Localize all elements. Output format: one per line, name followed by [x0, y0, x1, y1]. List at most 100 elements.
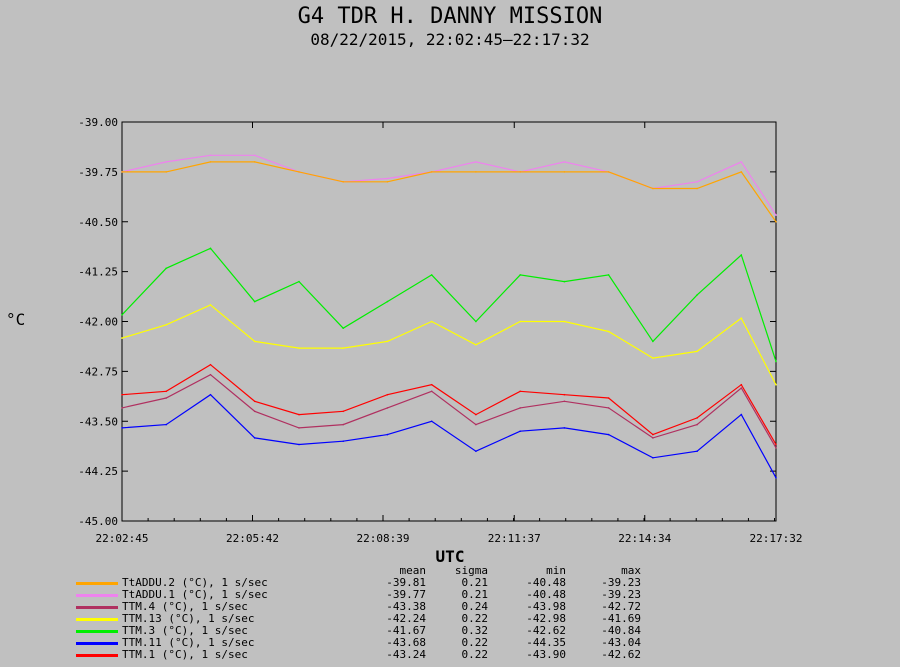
series-point: [253, 340, 256, 343]
stats-mean-value: -39.81: [386, 576, 426, 589]
series-point: [430, 390, 433, 393]
x-tick-label: 22:02:45: [96, 532, 149, 545]
series-point: [652, 187, 654, 190]
series-point: [342, 327, 345, 330]
x-tick-label: 22:08:39: [357, 532, 410, 545]
y-tick-label: -44.25: [78, 465, 118, 478]
series-point: [298, 427, 300, 429]
series-point: [563, 393, 566, 396]
series-point: [430, 320, 433, 323]
stats-mean-value: -43.24: [386, 648, 426, 661]
legend-swatch: [76, 642, 118, 645]
series-point: [430, 383, 433, 386]
series-point: [386, 393, 389, 396]
y-axis-label: °C: [6, 310, 26, 329]
series-point: [607, 397, 610, 399]
series-point: [652, 437, 654, 439]
chart-subtitle: 08/22/2015, 22:02:45–22:17:32: [310, 30, 590, 49]
series-point: [563, 161, 566, 163]
stats-min-value: -40.48: [526, 576, 566, 589]
stats-mean-value: -39.77: [386, 588, 426, 601]
legend-swatch: [76, 594, 118, 597]
x-tick-label: 22:17:32: [750, 532, 803, 545]
series-point: [386, 181, 389, 183]
series-point: [475, 450, 477, 453]
line-chart: -39.00 -39.75 -40.50 -41.25 -42.00 -42.75 -43.…: [78, 116, 803, 545]
series-point: [696, 294, 698, 296]
series-point: [775, 221, 777, 223]
stats-min-value: -40.48: [526, 588, 566, 601]
series-point: [475, 171, 477, 173]
chart-title: G4 TDR H. DANNY MISSION: [297, 4, 603, 29]
stats-min-value: -42.62: [526, 624, 566, 637]
series-line-ttm-1: [121, 363, 777, 445]
stats-min-value: -43.90: [526, 648, 566, 661]
stats-mean-value: -43.38: [386, 600, 426, 613]
series-point: [563, 280, 566, 283]
series-point: [775, 360, 777, 363]
series-line-ttm-4: [121, 373, 777, 449]
series-point: [253, 154, 256, 157]
series-point: [740, 161, 743, 163]
series-point: [430, 420, 433, 423]
legend-swatch: [76, 654, 118, 657]
series-point: [298, 413, 300, 416]
series-point: [430, 274, 433, 276]
stats-header-mean: mean: [399, 564, 427, 577]
x-tick-label: 22:11:37: [488, 532, 541, 545]
series-point: [775, 477, 777, 479]
series-point: [121, 427, 123, 429]
stats-min-value: -43.98: [526, 600, 566, 613]
y-tick-label: -43.50: [78, 415, 118, 428]
series-point: [386, 407, 389, 409]
stats-header-sigma: sigma: [454, 564, 488, 577]
stats-sigma-value: 0.21: [461, 576, 489, 589]
stats-header-max: max: [621, 564, 641, 577]
series-point: [121, 314, 123, 316]
legend-swatch: [76, 582, 118, 585]
series-point: [475, 413, 477, 416]
x-tick-label: 22:14:34: [618, 532, 671, 545]
series-point: [519, 390, 521, 393]
series-point: [121, 407, 123, 409]
series-point: [165, 423, 167, 426]
stats-min-value: -44.35: [526, 636, 566, 649]
stats-mean-value: -41.67: [386, 624, 426, 637]
stats-sigma-value: 0.24: [461, 600, 489, 613]
series-point: [430, 171, 433, 173]
y-tick-label: -39.75: [78, 166, 118, 179]
series-point: [209, 247, 212, 250]
y-tick-label: -42.75: [78, 365, 118, 378]
legend-series-name: TtADDU.1 (°C), 1 s/sec: [122, 588, 268, 601]
series-line-ttm-3: [121, 247, 777, 362]
x-axis-label: UTC: [435, 547, 465, 566]
series-point: [519, 430, 521, 433]
series-point: [298, 443, 300, 446]
legend-series-name: TtADDU.2 (°C), 1 s/sec: [122, 576, 268, 589]
series-point: [342, 410, 345, 413]
series-point: [342, 423, 345, 426]
series-point: [740, 413, 743, 416]
series-point: [209, 154, 212, 157]
series-point: [740, 317, 743, 320]
legend-swatch: [76, 606, 118, 609]
series-point: [652, 433, 654, 436]
legend-series-name: TTM.1 (°C), 1 s/sec: [122, 648, 248, 661]
series-point: [775, 443, 777, 446]
stats-max-value: -42.62: [601, 648, 641, 661]
series-point: [740, 254, 743, 256]
series-point: [475, 320, 477, 323]
series-point: [563, 427, 566, 429]
y-tick-label: -39.00: [78, 116, 118, 129]
series-point: [342, 440, 345, 443]
series-point: [342, 347, 345, 349]
series-point: [740, 383, 743, 386]
series-point: [563, 320, 566, 323]
stats-max-value: -39.23: [601, 588, 641, 601]
series-point: [475, 161, 477, 163]
series-point: [652, 457, 654, 459]
series-point: [298, 171, 300, 173]
y-tick-label: -40.50: [78, 216, 118, 229]
series-point: [563, 400, 566, 403]
series-point: [740, 387, 743, 389]
